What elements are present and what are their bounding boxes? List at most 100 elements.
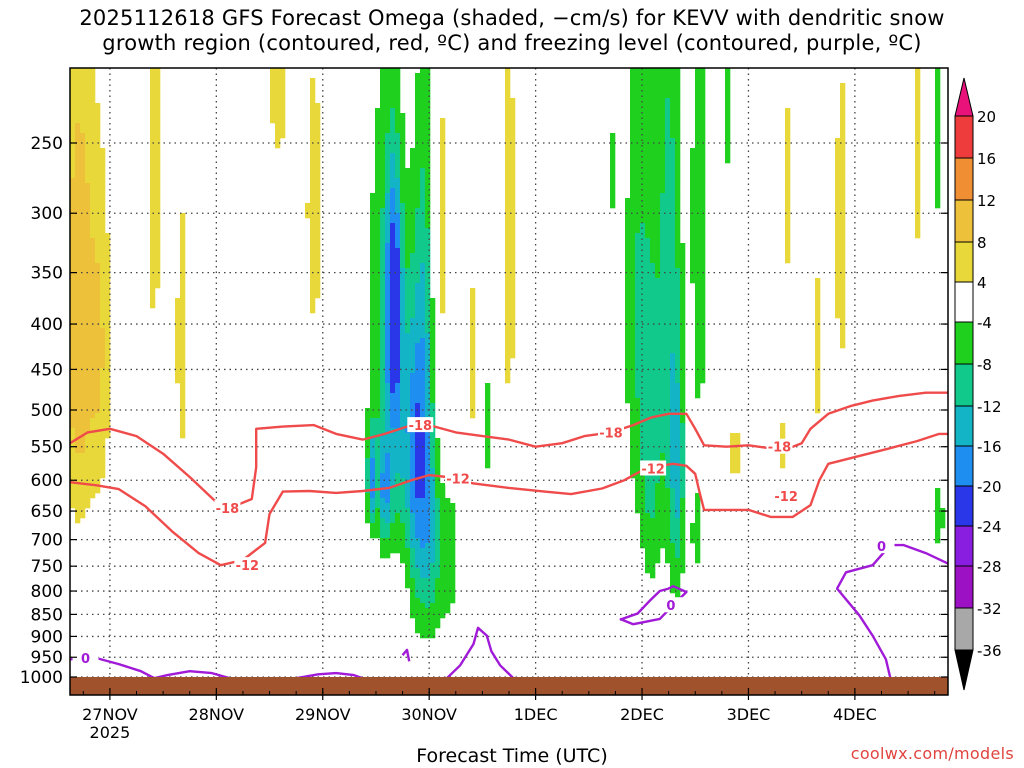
omega-cell — [655, 258, 661, 264]
omega-cell — [670, 588, 676, 594]
omega-cell — [675, 558, 681, 564]
omega-cell — [440, 518, 446, 524]
omega-cell — [415, 178, 421, 184]
omega-cell — [670, 118, 676, 124]
omega-cell — [640, 438, 646, 444]
omega-cell — [625, 198, 631, 204]
omega-cell — [390, 343, 396, 349]
omega-cell — [635, 223, 641, 229]
omega-cell — [675, 573, 681, 579]
omega-cell — [420, 348, 426, 354]
omega-cell — [660, 203, 666, 209]
omega-cell — [840, 88, 846, 94]
omega-cell — [650, 398, 656, 404]
omega-cell — [100, 218, 106, 224]
omega-cell — [80, 383, 86, 389]
omega-cell — [380, 498, 386, 504]
omega-cell — [915, 203, 921, 209]
omega-cell — [395, 143, 401, 149]
omega-cell — [635, 498, 641, 504]
omega-cell — [650, 513, 656, 519]
omega-cell — [505, 263, 511, 269]
omega-cell — [80, 438, 86, 444]
omega-cell — [840, 193, 846, 199]
omega-cell — [310, 208, 316, 214]
omega-cell — [815, 298, 821, 304]
omega-cell — [630, 273, 636, 279]
omega-cell — [180, 283, 186, 289]
omega-cell — [650, 333, 656, 339]
omega-cell — [625, 263, 631, 269]
omega-cell — [310, 163, 316, 169]
omega-cell — [670, 98, 676, 104]
dgz-label: -12 — [236, 559, 260, 574]
omega-cell — [95, 208, 101, 214]
omega-cell — [385, 338, 391, 344]
omega-cell — [680, 518, 686, 524]
omega-cell — [75, 423, 81, 429]
omega-cell — [100, 393, 106, 399]
omega-cell — [385, 388, 391, 394]
omega-cell — [440, 573, 446, 579]
omega-cell — [410, 403, 416, 409]
omega-cell — [70, 338, 76, 344]
omega-cell — [645, 273, 651, 279]
omega-cell — [365, 498, 371, 504]
omega-cell — [155, 218, 161, 224]
omega-cell — [150, 78, 156, 84]
omega-cell — [405, 343, 411, 349]
omega-cell — [610, 173, 616, 179]
omega-cell — [315, 243, 321, 249]
omega-cell — [665, 338, 671, 344]
omega-cell — [270, 88, 276, 94]
omega-cell — [660, 368, 666, 374]
omega-cell — [375, 123, 381, 129]
omega-cell — [660, 438, 666, 444]
omega-cell — [380, 448, 386, 454]
omega-cell — [700, 303, 706, 309]
omega-cell — [310, 143, 316, 149]
omega-cell — [510, 133, 516, 139]
omega-cell — [670, 148, 676, 154]
omega-cell — [410, 603, 416, 609]
omega-cell — [690, 238, 696, 244]
omega-cell — [420, 498, 426, 504]
omega-cell — [180, 243, 186, 249]
omega-cell — [645, 208, 651, 214]
omega-cell — [400, 428, 406, 434]
omega-cell — [420, 268, 426, 274]
omega-cell — [680, 343, 686, 349]
omega-cell — [625, 278, 631, 284]
omega-cell — [155, 118, 161, 124]
omega-cell — [660, 523, 666, 529]
omega-cell — [695, 373, 701, 379]
omega-cell — [690, 158, 696, 164]
omega-cell — [655, 243, 661, 249]
omega-cell — [395, 433, 401, 439]
omega-cell — [645, 378, 651, 384]
omega-cell — [420, 398, 426, 404]
omega-cell — [660, 333, 666, 339]
omega-cell — [90, 233, 96, 239]
omega-cell — [415, 93, 421, 99]
credit-link[interactable]: coolwx.com/models — [850, 744, 1014, 763]
omega-cell — [670, 318, 676, 324]
omega-cell — [420, 523, 426, 529]
omega-cell — [670, 253, 676, 259]
omega-cell — [650, 78, 656, 84]
omega-cell — [660, 88, 666, 94]
omega-cell — [725, 148, 731, 154]
omega-cell — [370, 278, 376, 284]
omega-cell — [485, 423, 491, 429]
omega-cell — [675, 423, 681, 429]
omega-cell — [630, 253, 636, 259]
omega-cell — [370, 208, 376, 214]
omega-cell — [180, 268, 186, 274]
omega-cell — [400, 358, 406, 364]
omega-cell — [375, 448, 381, 454]
omega-cell — [510, 238, 516, 244]
omega-cell — [95, 438, 101, 444]
omega-cell — [935, 173, 941, 179]
omega-cell — [80, 448, 86, 454]
omega-cell — [380, 218, 386, 224]
